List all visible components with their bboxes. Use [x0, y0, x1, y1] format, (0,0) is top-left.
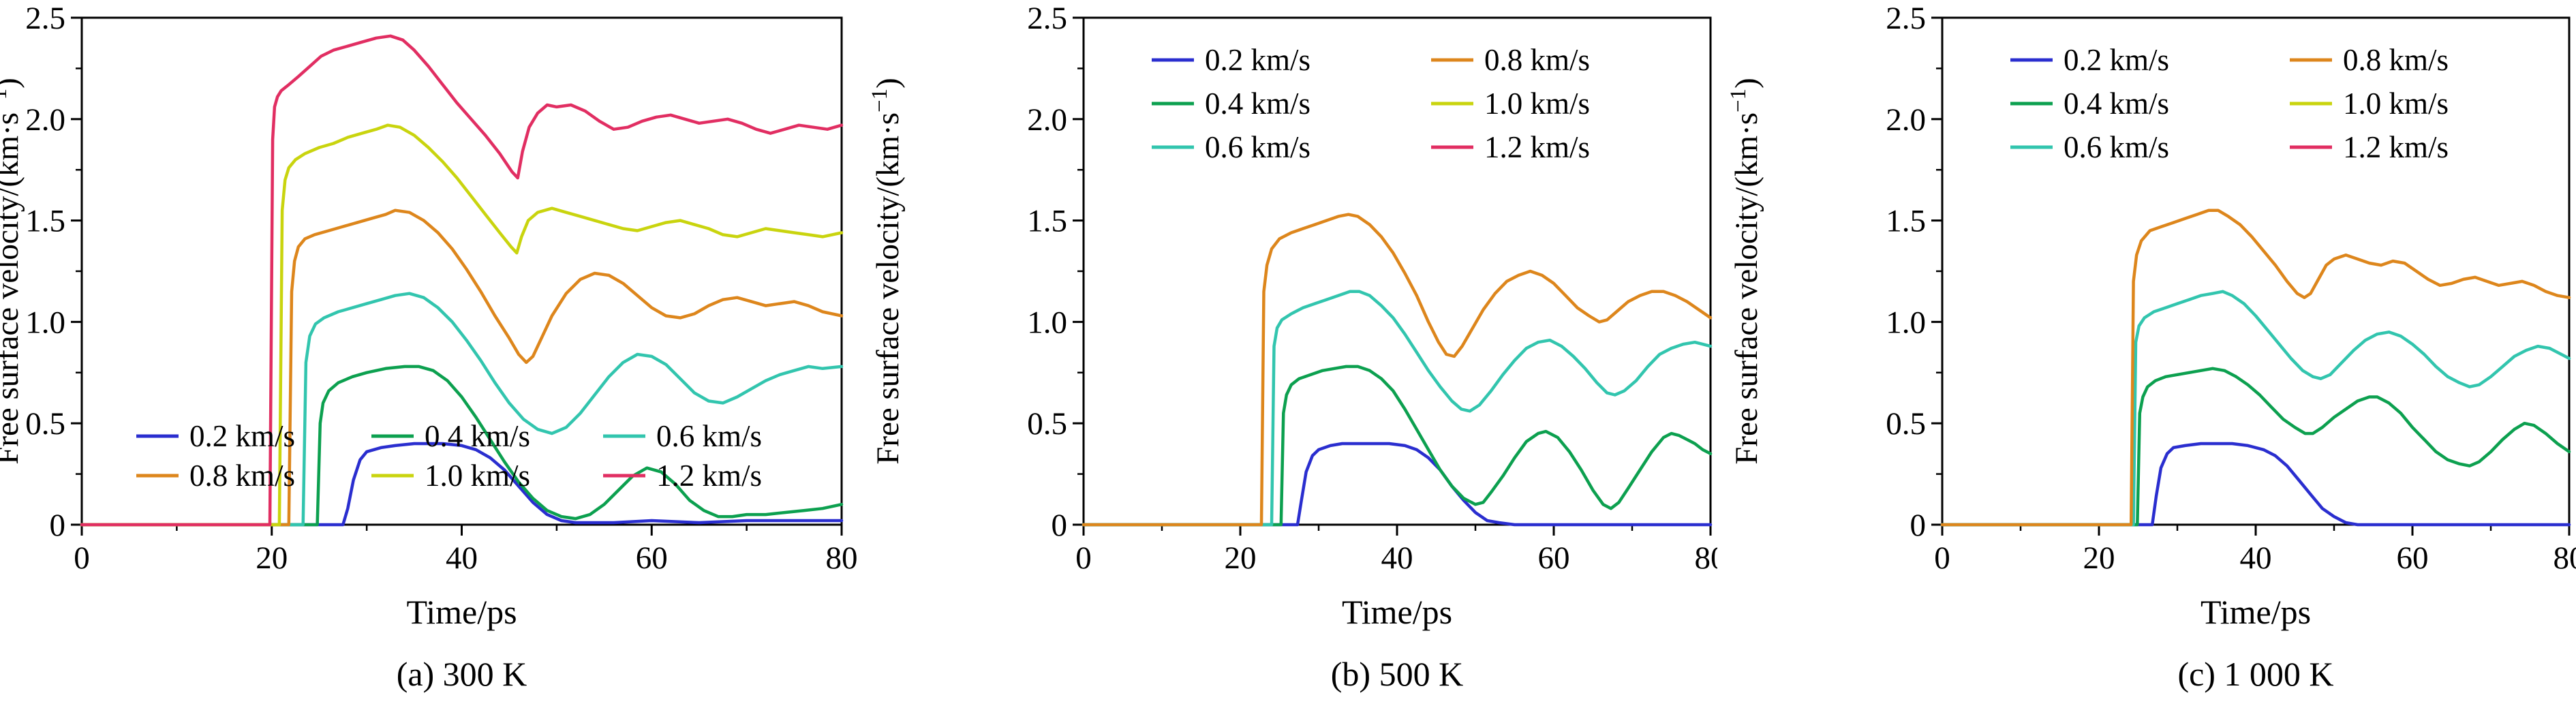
legend-label: 0.2 km/s [189, 419, 295, 453]
x-axis-title: Time/ps [2201, 593, 2311, 631]
x-axis-title: Time/ps [1342, 593, 1452, 631]
legend-label: 0.4 km/s [425, 419, 530, 453]
y-tick-label: 2.0 [1886, 102, 1926, 138]
series-line-0.2 [80, 442, 844, 527]
x-tick-label: 60 [1538, 540, 1570, 576]
y-axis-title: Free surface velocity/(km·s−1) [0, 78, 25, 465]
x-tick-label: 40 [2240, 540, 2272, 576]
chart-panel-500k: 0 20 40 60 80 0 0.5 1.0 1.5 2.0 2.5 Time/ps Free sur… [859, 0, 1717, 708]
series-line-0.8 [1082, 213, 1713, 527]
legend-label: 1.0 km/s [425, 459, 530, 493]
chart-1000k-caption: (c) 1 000 K [2177, 655, 2334, 693]
x-tick-label: 40 [1381, 540, 1413, 576]
legend-label: 0.4 km/s [1205, 87, 1310, 121]
y-tick-label: 0.5 [25, 406, 65, 442]
y-axis-title: Free surface velocity/(km·s−1) [868, 78, 906, 465]
x-tick-label: 40 [446, 540, 478, 576]
series-line-0.6 [80, 292, 844, 527]
legend-label: 0.4 km/s [2064, 87, 2169, 121]
series-line-0.8 [1940, 209, 2571, 527]
y-axis-title: Free surface velocity/(km·s−1) [1726, 78, 1764, 465]
y-tick-label: 1.0 [25, 305, 65, 340]
y-tick-label: 1.0 [1027, 305, 1067, 340]
chart-1000k-canvas: 0 20 40 60 80 0 0.5 1.0 1.5 2.0 2.5 Time/ps Free sur… [1726, 1, 2576, 631]
y-tick-label: 0 [1910, 508, 1927, 543]
y-tick-label: 0.5 [1886, 406, 1926, 442]
x-axis-title: Time/ps [406, 593, 517, 631]
chart-500k-canvas: 0 20 40 60 80 0 0.5 1.0 1.5 2.0 2.5 Time/ps Free sur… [868, 1, 1718, 631]
chart-300k-caption: (a) 300 K [396, 655, 527, 693]
chart-panel-1000k: 0 20 40 60 80 0 0.5 1.0 1.5 2.0 2.5 Time/ps Free sur… [1717, 0, 2576, 708]
y-tick-label: 2.5 [1027, 1, 1067, 36]
y-tick-label: 2.0 [25, 102, 65, 138]
x-tick-label: 20 [1225, 540, 1257, 576]
legend-label: 0.2 km/s [2064, 43, 2169, 77]
chart-300k-canvas: 0 20 40 60 80 0 0.5 1.0 1.5 2.0 2.5 Time/ps Free sur… [0, 1, 858, 631]
series-line-1.0 [80, 123, 844, 527]
x-tick-label: 60 [2397, 540, 2429, 576]
y-tick-label: 2.0 [1027, 102, 1067, 138]
x-tick-label: 20 [256, 540, 288, 576]
series-line-1.2 [80, 34, 844, 527]
x-tick-label: 0 [74, 540, 90, 576]
x-tick-label: 80 [2554, 540, 2576, 576]
y-tick-label: 2.5 [1886, 1, 1926, 36]
plot-frame [1082, 16, 1712, 526]
chart-500k-caption: (b) 500 K [1330, 655, 1464, 693]
legend-label: 1.2 km/s [656, 459, 762, 493]
legend-label: 1.2 km/s [1484, 130, 1590, 164]
series-line-0.6 [1940, 290, 2571, 527]
legend-label: 0.8 km/s [1484, 43, 1590, 77]
series-line-0.4 [1082, 365, 1713, 527]
x-tick-label: 80 [1695, 540, 1718, 576]
legend-label: 0.6 km/s [1205, 130, 1310, 164]
x-tick-label: 0 [1934, 540, 1950, 576]
series-line-0.2 [1082, 442, 1713, 527]
legend-label: 1.0 km/s [2343, 87, 2449, 121]
series-line-0.6 [1082, 290, 1713, 527]
legend-label: 0.8 km/s [189, 459, 295, 493]
y-tick-label: 0 [1052, 508, 1068, 543]
series-line-0.2 [1940, 442, 2571, 527]
y-tick-label: 1.5 [1886, 204, 1926, 239]
legend-label: 1.0 km/s [1484, 87, 1590, 121]
y-tick-label: 1.5 [25, 204, 65, 239]
x-tick-label: 20 [2083, 540, 2115, 576]
y-tick-label: 0 [50, 508, 66, 543]
series-line-0.8 [80, 209, 844, 527]
legend-label: 1.2 km/s [2343, 130, 2449, 164]
series-line-0.4 [80, 365, 844, 527]
series-line-0.4 [1940, 367, 2571, 527]
y-tick-label: 1.0 [1886, 305, 1926, 340]
x-tick-label: 80 [826, 540, 858, 576]
legend-label: 0.8 km/s [2343, 43, 2449, 77]
y-tick-label: 0.5 [1027, 406, 1067, 442]
x-tick-label: 60 [636, 540, 668, 576]
legend-label: 0.6 km/s [656, 419, 762, 453]
y-tick-label: 1.5 [1027, 204, 1067, 239]
legend-label: 0.6 km/s [2064, 130, 2169, 164]
y-tick-label: 2.5 [25, 1, 65, 36]
legend-label: 0.2 km/s [1205, 43, 1310, 77]
chart-panel-300k: 0 20 40 60 80 0 0.5 1.0 1.5 2.0 2.5 Time/ps Free sur… [0, 0, 859, 708]
x-tick-label: 0 [1075, 540, 1092, 576]
